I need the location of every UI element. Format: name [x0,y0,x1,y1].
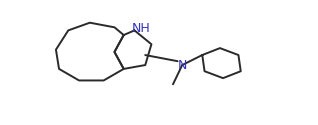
Text: N: N [177,58,187,71]
Text: NH: NH [131,22,150,35]
